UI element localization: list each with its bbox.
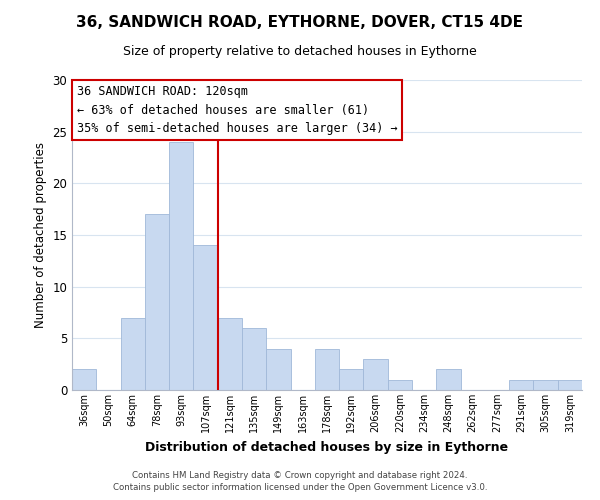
Bar <box>193 246 218 390</box>
Bar <box>315 348 339 390</box>
Bar <box>169 142 193 390</box>
Bar <box>218 318 242 390</box>
Bar <box>242 328 266 390</box>
Bar <box>145 214 169 390</box>
Bar <box>558 380 582 390</box>
Bar <box>266 348 290 390</box>
Bar <box>364 359 388 390</box>
Text: Size of property relative to detached houses in Eythorne: Size of property relative to detached ho… <box>123 45 477 58</box>
Bar <box>509 380 533 390</box>
X-axis label: Distribution of detached houses by size in Eythorne: Distribution of detached houses by size … <box>145 440 509 454</box>
Text: 36 SANDWICH ROAD: 120sqm
← 63% of detached houses are smaller (61)
35% of semi-d: 36 SANDWICH ROAD: 120sqm ← 63% of detach… <box>77 85 397 135</box>
Bar <box>339 370 364 390</box>
Bar <box>388 380 412 390</box>
Y-axis label: Number of detached properties: Number of detached properties <box>34 142 47 328</box>
Bar <box>436 370 461 390</box>
Bar <box>121 318 145 390</box>
Text: 36, SANDWICH ROAD, EYTHORNE, DOVER, CT15 4DE: 36, SANDWICH ROAD, EYTHORNE, DOVER, CT15… <box>77 15 523 30</box>
Bar <box>72 370 96 390</box>
Bar <box>533 380 558 390</box>
Text: Contains HM Land Registry data © Crown copyright and database right 2024.
Contai: Contains HM Land Registry data © Crown c… <box>113 471 487 492</box>
